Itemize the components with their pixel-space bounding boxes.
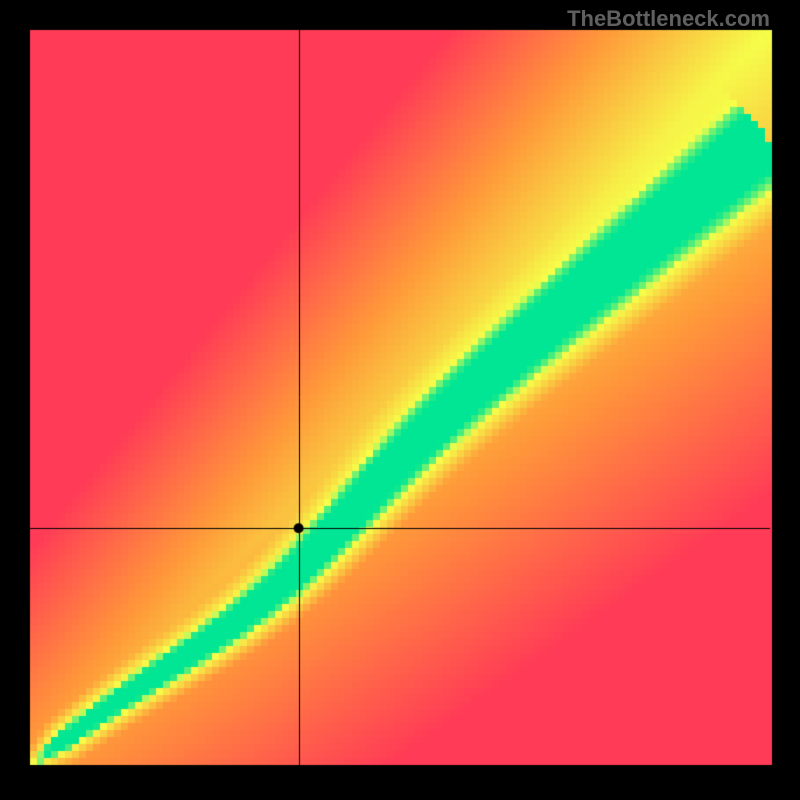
- bottleneck-heatmap-canvas: [0, 0, 800, 800]
- chart-container: TheBottleneck.com: [0, 0, 800, 800]
- watermark-text: TheBottleneck.com: [567, 6, 770, 32]
